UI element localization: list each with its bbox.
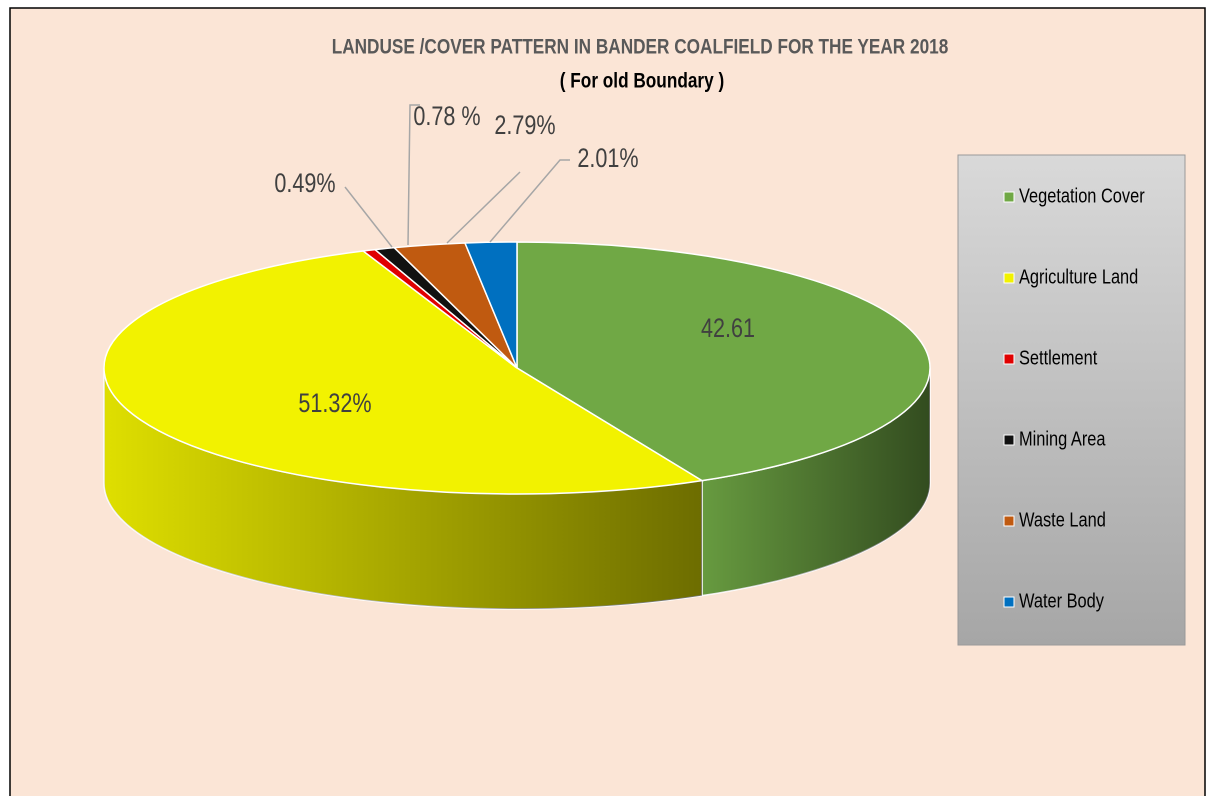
legend-label: Settlement: [1019, 346, 1097, 369]
legend-label: Waste Land: [1019, 508, 1106, 531]
legend-box: [957, 154, 1186, 646]
legend-swatch: [1003, 353, 1015, 365]
data-label: 0.78 %: [413, 102, 480, 132]
data-label: 2.01%: [577, 144, 638, 174]
legend-swatch: [1003, 434, 1015, 446]
leader-line: [489, 159, 570, 243]
slice: [463, 241, 518, 369]
slice-side-shade: [701, 368, 930, 596]
legend-swatch: [1003, 596, 1015, 608]
data-label: 2.79%: [494, 111, 555, 141]
leader-line: [344, 186, 393, 248]
legend-swatch: [1003, 191, 1015, 203]
slice-side-shade: [104, 368, 702, 609]
legend-label: Mining Area: [1019, 427, 1106, 450]
data-label: 42.61: [701, 314, 755, 344]
legend-label: Agriculture Land: [1019, 265, 1138, 288]
legend-swatch: [1003, 272, 1015, 284]
data-label: 51.32%: [298, 389, 371, 419]
chart-title: LANDUSE /COVER PATTERN IN BANDER COALFIE…: [332, 36, 949, 59]
chart-subtitle: ( For old Boundary ): [560, 70, 724, 93]
leader-line: [407, 104, 420, 246]
data-label: 0.49%: [274, 169, 335, 199]
legend-swatch: [1003, 515, 1015, 527]
legend-label: Water Body: [1019, 589, 1105, 612]
slice: [516, 241, 931, 482]
legend-label: Vegetation Cover: [1019, 184, 1145, 207]
slice: [103, 250, 705, 495]
leader-line: [446, 171, 521, 244]
